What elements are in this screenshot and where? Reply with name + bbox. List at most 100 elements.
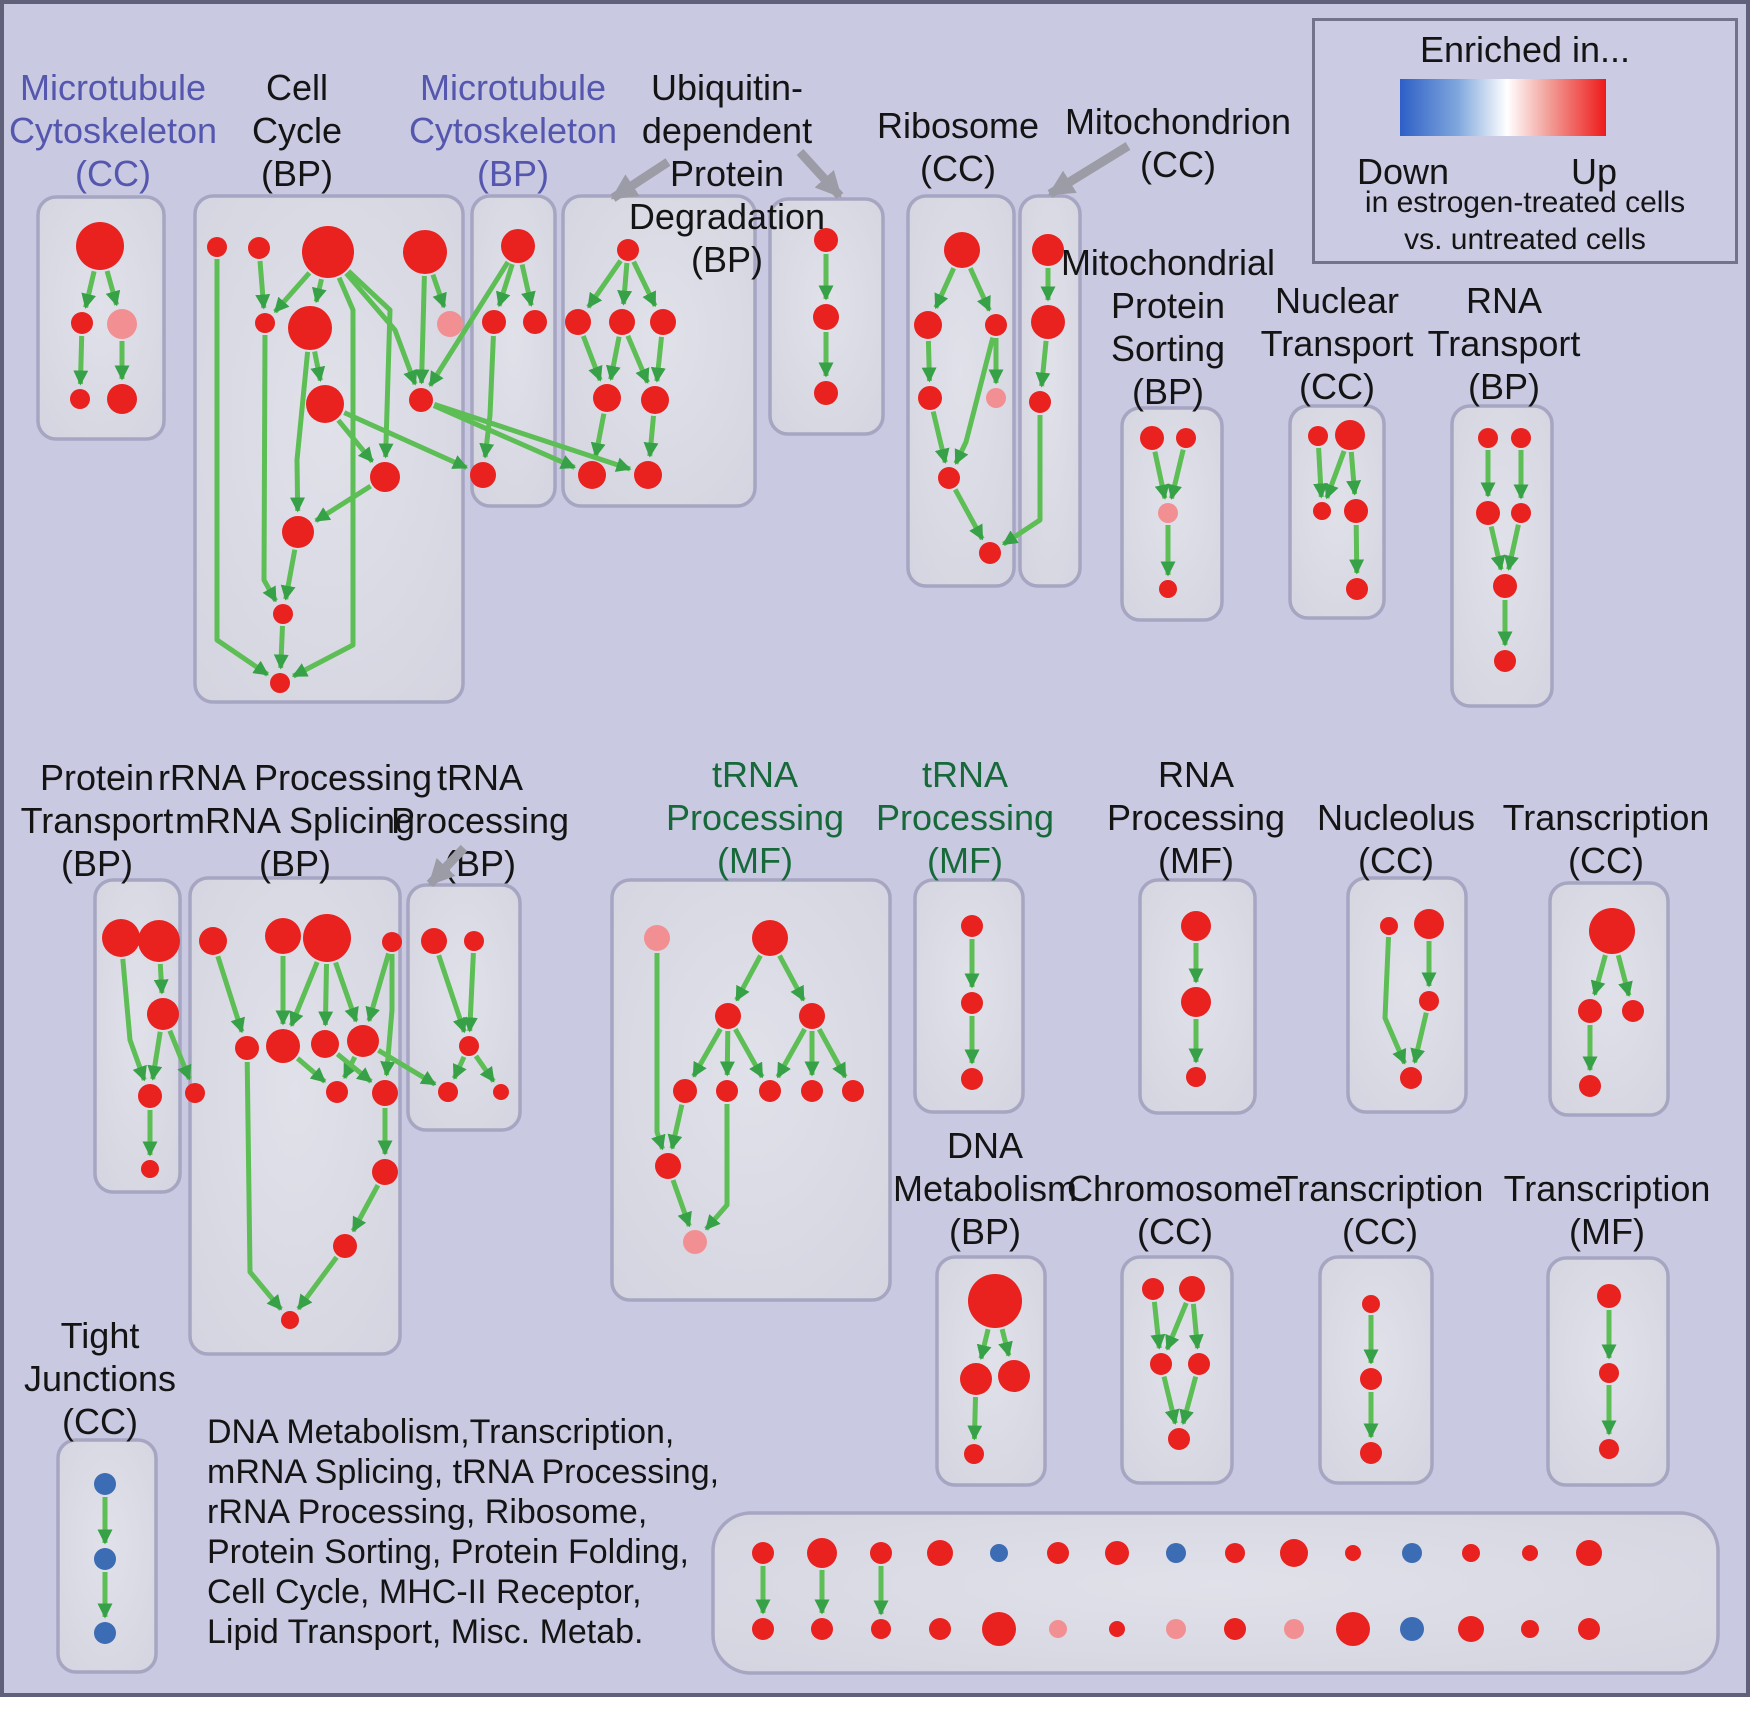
misc-categories-text: DNA Metabolism,Transcription, mRNA Splici… [207,1412,719,1652]
rrna-processing-mrna-splicing-bp-edge [318,963,334,1027]
misc-column-4-top-node [990,1544,1008,1562]
mitochondrion-cc-box [1018,194,1082,588]
mitochondrial-protein-sorting-bp-edge [1152,451,1170,500]
trna-processing-mf-1-edge [704,1104,730,1231]
protein-transport-bp-node-1 [138,920,180,962]
nucleolus-cc-node-3 [1400,1067,1422,1089]
protein-transport-bp-label-line-1: Transport [21,800,174,841]
legend-subline-2: vs. untreated cells [1404,223,1646,256]
trna-processing-bp-label-line-0: tRNA [437,757,523,798]
rrna-processing-mrna-splicing-bp-node-13 [281,1311,299,1329]
trna-processing-mf-1-edge [775,1027,807,1079]
transcription-mf-label-line-1: (MF) [1569,1211,1645,1252]
transcription-mf-node-0 [1597,1284,1621,1308]
mitochondrion-cc-edge [1035,340,1051,388]
transcription-cc-bottom-label-line-0: Transcription [1277,1168,1484,1209]
rrna-processing-mrna-splicing-bp-edge [244,1061,283,1311]
trna-processing-bp-node-3 [438,1082,458,1102]
trna-processing-mf-1-node-4 [673,1079,697,1103]
misc-column-5-top-node [1047,1542,1069,1564]
microtubule-cytoskeleton-cc-node-2 [107,309,137,339]
cell-cycle-bp-label-line-1: Cycle [252,110,342,151]
nuclear-transport-cc-edge [1313,447,1329,499]
rrna-processing-mrna-splicing-bp-node-4 [235,1036,259,1060]
microtubule-cytoskeleton-cc-edge [73,335,89,386]
microtubule-cytoskeleton-cc-node-4 [107,384,137,414]
cell-cycle-bp-node-3 [403,230,447,274]
microtubule-cytoskeleton-cc-node-3 [70,389,90,409]
cell-cycle-bp-edge [255,260,271,310]
misc-column-14-bottom-node [1578,1618,1600,1640]
ribosome-cc-node-0 [944,232,980,268]
mitochondrial-protein-sorting-bp-label-line-2: Sorting [1111,328,1225,369]
rrna-processing-mrna-splicing-bp-label-line-0: rRNA Processing [158,757,432,798]
misc-column-9-top-node [1280,1539,1308,1567]
mitochondrion-cc-label-line-0: Mitochondrion [1065,101,1291,142]
ubiquitin-dependent-protein-degradation-bp-edge [586,259,623,309]
misc-column-6-top-node [1105,1541,1129,1565]
tight-junctions-cc-node-0 [94,1473,116,1495]
microtubule-cytoskeleton-bp-node-2 [523,310,547,334]
nucleolus-cc-label-line-0: Nucleolus [1317,797,1475,838]
nuclear-transport-cc-node-3 [1344,499,1368,523]
rrna-processing-mrna-splicing-bp-node-12 [333,1234,357,1258]
misc-column-13-bottom-node [1521,1620,1539,1638]
rna-processing-mf-node-2 [1186,1067,1206,1087]
trna-processing-mf-1-label-line-0: tRNA [712,754,798,795]
microtubule-cytoskeleton-cc-box [36,195,166,441]
trna-processing-mf-1-node-10 [683,1230,707,1254]
trna-processing-mf-1-label-line-1: Processing [666,797,844,838]
chromosome-cc-node-2 [1150,1353,1172,1375]
trna-processing-bp-label-line-2: (BP) [444,843,516,884]
cell-cycle-bp-node-8 [306,385,344,423]
rrna-processing-mrna-splicing-bp-label-line-1: mRNA Splicing [175,800,415,841]
ubiquitin-dependent-protein-degradation-bp-edge [625,334,650,384]
misc-column-6-bottom-node [1109,1621,1125,1637]
rrna-processing-mrna-splicing-bp-edge [295,1056,327,1084]
tight-junctions-cc-label-line-0: Tight [61,1315,140,1356]
ribosome-cc-node-6 [979,542,1001,564]
trna-processing-bp-label-line-1: Processing [391,800,569,841]
chromosome-cc-edge [1179,1375,1199,1425]
trna-processing-mf-1-edge [691,1027,723,1078]
cell-cycle-bp-node-6 [437,311,463,337]
misc-text-line-3: Protein Sorting, Protein Folding, [207,1533,689,1571]
cell-cycle-bp-edge [280,549,298,601]
cell-cycle-bp-edge [344,271,418,386]
nuclear-transport-cc-node-4 [1346,578,1368,600]
chromosome-cc-label-line-1: (CC) [1137,1211,1213,1252]
misc-column-1-bottom-node [811,1618,833,1640]
ubiquitin-dependent-protein-degradation-bp-edge [605,336,622,381]
cross-cluster-edge [433,402,632,472]
cell-cycle-bp-node-4 [255,313,275,333]
rrna-processing-mrna-splicing-bp-node-5 [266,1029,300,1063]
rna-transport-bp-node-5 [1494,650,1516,672]
transcription-cc-bottom-node-1 [1360,1368,1382,1390]
tight-junctions-cc-node-1 [94,1548,116,1570]
nuclear-transport-cc-edge [1349,524,1365,575]
cell-cycle-bp-node-10 [282,516,314,548]
rna-processing-mf-label-line-0: RNA [1158,754,1234,795]
misc-column-0-top-node [752,1542,774,1564]
trna-processing-mf-1-node-6 [759,1080,781,1102]
transcription-mf-node-1 [1599,1363,1619,1383]
trna-processing-mf-1-node-1 [752,920,788,956]
ubiquitin-dependent-protein-degradation-bp-edge [650,336,666,383]
protein-transport-bp-node-0 [102,919,140,957]
cell-cycle-bp-node-2 [302,226,354,278]
legend-box: Enriched in... Down Up in estrogen-treat… [1312,18,1738,264]
mitochondrial-protein-sorting-bp-label-line-0: Mitochondrial [1061,242,1275,283]
cell-cycle-bp-edge [414,275,430,385]
trna-processing-mf-1-edge [777,954,806,1002]
ubiquitin-dependent-protein-degradation-bp-node-1 [565,309,591,335]
ribosome-cc-edge [933,267,956,310]
chromosome-cc-label-line-0: Chromosome [1067,1168,1283,1209]
misc-text-line-5: Lipid Transport, Misc. Metab. [207,1613,644,1651]
transcription-cc-mid-box [1548,881,1670,1117]
edges-layer [73,254,1633,1619]
trna-processing-bp-node-2 [459,1036,479,1056]
transcription-cc-mid-node-1 [1578,999,1602,1023]
transcription-cc-bottom-label-line-1: (CC) [1342,1211,1418,1252]
rrna-processing-mrna-splicing-bp-edge [365,952,391,1023]
trna-processing-mf-1-edge [670,1179,692,1228]
